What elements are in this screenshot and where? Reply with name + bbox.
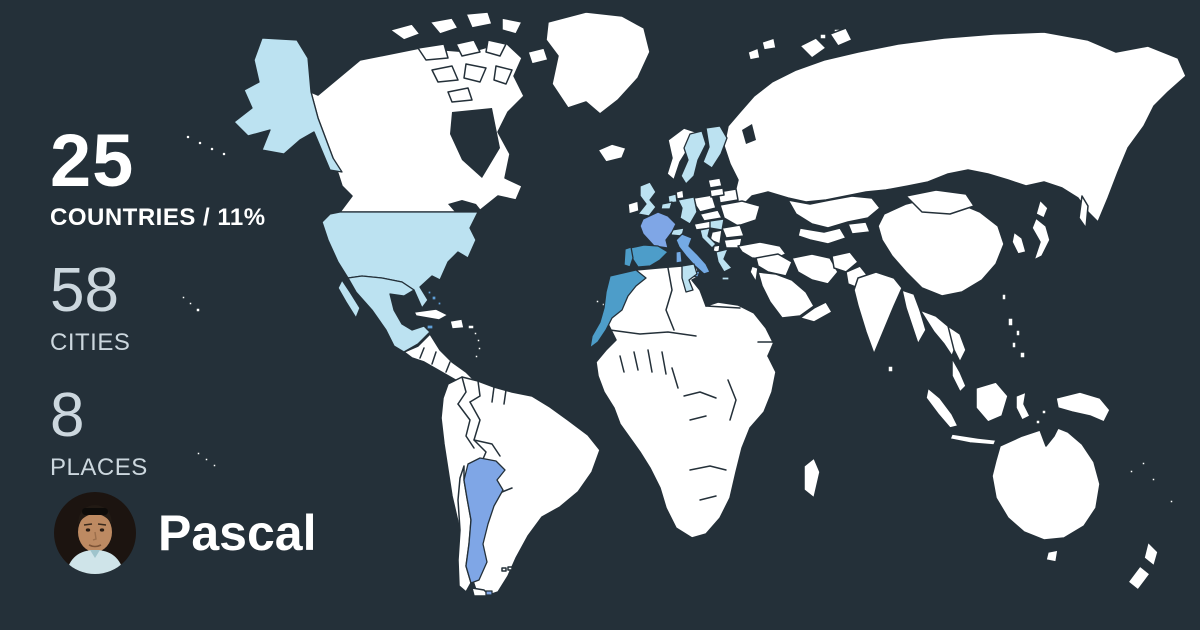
country-argentina[interactable] bbox=[463, 457, 506, 584]
country-philippines[interactable] bbox=[1007, 317, 1026, 359]
countries-label: COUNTRIES / 11% bbox=[50, 204, 266, 232]
africa-borders bbox=[609, 267, 775, 501]
stat-countries: 25 COUNTRIES / 11% bbox=[50, 119, 266, 232]
visited-countries bbox=[233, 37, 733, 596]
novaya-zemlya bbox=[799, 27, 853, 59]
country-romania[interactable] bbox=[721, 224, 745, 239]
country-syria-iraq[interactable] bbox=[755, 253, 793, 277]
country-vietnam[interactable] bbox=[947, 325, 967, 363]
country-israel-jordan[interactable] bbox=[749, 265, 759, 283]
country-jamaica[interactable] bbox=[426, 324, 434, 330]
country-taiwan[interactable] bbox=[1001, 293, 1007, 301]
region-baja-california[interactable] bbox=[337, 279, 361, 319]
country-bahamas[interactable] bbox=[427, 290, 442, 306]
country-poland[interactable] bbox=[693, 194, 717, 213]
country-belgium[interactable] bbox=[660, 201, 673, 210]
country-mexico[interactable] bbox=[347, 275, 431, 353]
country-hungary[interactable] bbox=[709, 218, 725, 231]
country-finland[interactable] bbox=[702, 125, 728, 169]
countries-count: 25 bbox=[50, 119, 135, 202]
region-crete bbox=[721, 276, 730, 281]
inland-water bbox=[448, 108, 500, 214]
country-myanmar-bangladesh[interactable] bbox=[901, 289, 927, 345]
region-sardinia bbox=[675, 250, 683, 264]
country-yemen-oman[interactable] bbox=[799, 301, 833, 323]
country-saudi-arabia[interactable] bbox=[757, 271, 815, 319]
baltic-states bbox=[707, 177, 725, 198]
country-denmark[interactable] bbox=[675, 189, 685, 200]
country-japan[interactable] bbox=[1031, 199, 1051, 261]
cities-count: 58 bbox=[50, 256, 119, 326]
aleutian-islands bbox=[185, 134, 227, 157]
country-kazakhstan[interactable] bbox=[787, 195, 881, 229]
hawaii-islands bbox=[181, 295, 201, 313]
white-sea bbox=[742, 124, 756, 144]
country-sweden[interactable] bbox=[680, 130, 707, 185]
country-tunisia[interactable] bbox=[681, 263, 698, 293]
country-ireland[interactable] bbox=[627, 200, 640, 215]
avatar bbox=[54, 492, 136, 574]
polynesia-islands bbox=[196, 451, 217, 468]
south-america-borders bbox=[457, 376, 513, 493]
country-spain[interactable] bbox=[629, 244, 669, 268]
country-cuba[interactable] bbox=[413, 308, 449, 321]
avatar-illustration bbox=[54, 492, 136, 574]
hudson-bay bbox=[450, 108, 500, 178]
country-united-kingdom[interactable] bbox=[637, 181, 657, 217]
country-australia[interactable] bbox=[991, 427, 1101, 541]
places-count: 8 bbox=[50, 381, 85, 451]
arctic-islands bbox=[389, 11, 549, 103]
profile-name: Pascal bbox=[158, 505, 317, 561]
country-united-states[interactable] bbox=[321, 211, 479, 309]
country-papua-new-guinea[interactable] bbox=[1055, 391, 1111, 423]
country-ukraine[interactable] bbox=[719, 200, 761, 227]
sakhalin bbox=[1078, 195, 1089, 229]
svalbard bbox=[747, 28, 841, 61]
country-italy[interactable] bbox=[675, 233, 711, 275]
country-afghanistan[interactable] bbox=[831, 251, 859, 273]
great-lakes bbox=[448, 200, 484, 214]
country-netherlands[interactable] bbox=[667, 193, 678, 204]
lesser-antilles bbox=[473, 331, 482, 359]
places-label: PLACES bbox=[50, 454, 148, 482]
country-tasmania bbox=[1045, 549, 1059, 563]
country-korea[interactable] bbox=[1011, 231, 1027, 255]
falkland-islands bbox=[501, 566, 513, 572]
country-iran[interactable] bbox=[791, 253, 839, 285]
country-mongolia[interactable] bbox=[905, 189, 975, 215]
country-kyrgyzstan-tajikistan[interactable] bbox=[847, 221, 871, 235]
region-malay-peninsula[interactable] bbox=[951, 357, 967, 393]
pacific-islands bbox=[1129, 461, 1174, 504]
country-puerto-rico[interactable] bbox=[467, 324, 475, 330]
canary-islands bbox=[595, 299, 606, 307]
country-morocco[interactable] bbox=[589, 269, 647, 349]
country-india[interactable] bbox=[853, 271, 903, 355]
region-alaska[interactable] bbox=[233, 37, 343, 173]
country-uzbekistan-turkmenistan[interactable] bbox=[797, 227, 847, 245]
cities-label: CITIES bbox=[50, 329, 131, 357]
country-iceland[interactable] bbox=[597, 143, 627, 163]
country-france[interactable] bbox=[639, 211, 677, 249]
country-hispaniola[interactable] bbox=[449, 318, 465, 330]
profile: Pascal bbox=[54, 492, 316, 574]
country-new-zealand[interactable] bbox=[1127, 541, 1159, 591]
country-madagascar[interactable] bbox=[803, 457, 821, 499]
stat-cities: 58 CITIES bbox=[50, 256, 266, 357]
country-czechia-slovakia[interactable] bbox=[699, 209, 723, 222]
country-sri-lanka[interactable] bbox=[887, 365, 894, 373]
country-greece[interactable] bbox=[715, 248, 733, 273]
country-germany[interactable] bbox=[677, 196, 698, 225]
region-tierra-del-fuego-ar bbox=[485, 590, 493, 596]
stat-places: 8 PLACES bbox=[50, 381, 266, 482]
landmasses bbox=[181, 11, 1187, 597]
stats-panel: 25 COUNTRIES / 11% 58 CITIES 8 PLACES bbox=[50, 119, 266, 512]
country-greenland[interactable] bbox=[545, 11, 651, 115]
country-portugal[interactable] bbox=[623, 246, 634, 268]
